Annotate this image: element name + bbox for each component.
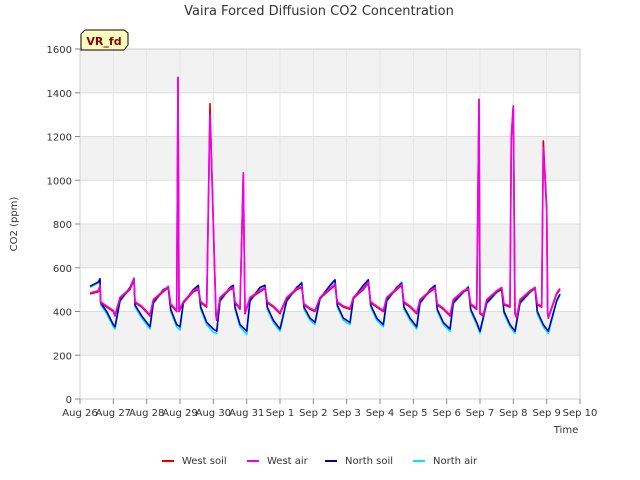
legend: West soil West air North soil North air bbox=[162, 456, 478, 467]
x-tick-label: Sep 6 bbox=[432, 408, 460, 419]
y-tick-label: 1400 bbox=[47, 89, 72, 100]
y-tick-label: 0 bbox=[66, 395, 72, 406]
y-axis-ticks: 0 200 400 600 800 1000 1200 1400 1600 bbox=[47, 45, 80, 406]
x-tick-label: Sep 5 bbox=[399, 408, 427, 419]
legend-label: West soil bbox=[182, 456, 227, 467]
plot-band bbox=[80, 49, 580, 93]
x-tick-label: Aug 29 bbox=[162, 408, 197, 419]
vr-fd-badge: VR_fd bbox=[80, 29, 129, 51]
x-tick-label: Sep 1 bbox=[266, 408, 294, 419]
badge-text: VR_fd bbox=[86, 35, 121, 48]
x-tick-label: Aug 26 bbox=[62, 408, 97, 419]
legend-label: West air bbox=[267, 456, 309, 467]
y-axis-label: CO2 (ppm) bbox=[9, 197, 20, 252]
x-tick-label: Sep 10 bbox=[563, 408, 598, 419]
x-tick-label: Sep 9 bbox=[532, 408, 560, 419]
legend-item-north-air: North air bbox=[413, 456, 478, 467]
y-tick-label: 600 bbox=[53, 264, 72, 275]
x-tick-label: Sep 3 bbox=[332, 408, 360, 419]
legend-label: North soil bbox=[345, 456, 393, 467]
y-tick-label: 1200 bbox=[47, 133, 72, 144]
series-layer bbox=[89, 76, 561, 336]
plot-band bbox=[80, 224, 580, 268]
x-tick-label: Sep 7 bbox=[466, 408, 494, 419]
plot-background bbox=[80, 49, 580, 356]
legend-item-west-soil: West soil bbox=[162, 456, 227, 467]
x-tick-label: Sep 8 bbox=[499, 408, 527, 419]
x-tick-label: Aug 27 bbox=[96, 408, 131, 419]
x-axis-label: Time bbox=[553, 425, 578, 436]
x-tick-label: Sep 2 bbox=[299, 408, 327, 419]
x-tick-label: Aug 28 bbox=[129, 408, 164, 419]
x-tick-label: Aug 30 bbox=[196, 408, 231, 419]
y-tick-label: 1600 bbox=[47, 45, 72, 56]
plot-band bbox=[80, 311, 580, 356]
y-tick-label: 200 bbox=[53, 351, 72, 362]
legend-item-north-soil: North soil bbox=[325, 456, 393, 467]
y-tick-label: 800 bbox=[53, 220, 72, 231]
legend-label: North air bbox=[433, 456, 478, 467]
series-line-west-soil bbox=[89, 76, 561, 322]
x-tick-label: Sep 4 bbox=[366, 408, 394, 419]
chart-title: Vaira Forced Diffusion CO2 Concentration bbox=[184, 4, 454, 19]
series-line-west-air bbox=[89, 76, 561, 320]
plot-band bbox=[80, 136, 580, 181]
y-tick-label: 400 bbox=[53, 308, 72, 319]
x-tick-label: Aug 31 bbox=[229, 408, 264, 419]
y-tick-label: 1000 bbox=[47, 176, 72, 187]
legend-item-west-air: West air bbox=[247, 456, 309, 467]
